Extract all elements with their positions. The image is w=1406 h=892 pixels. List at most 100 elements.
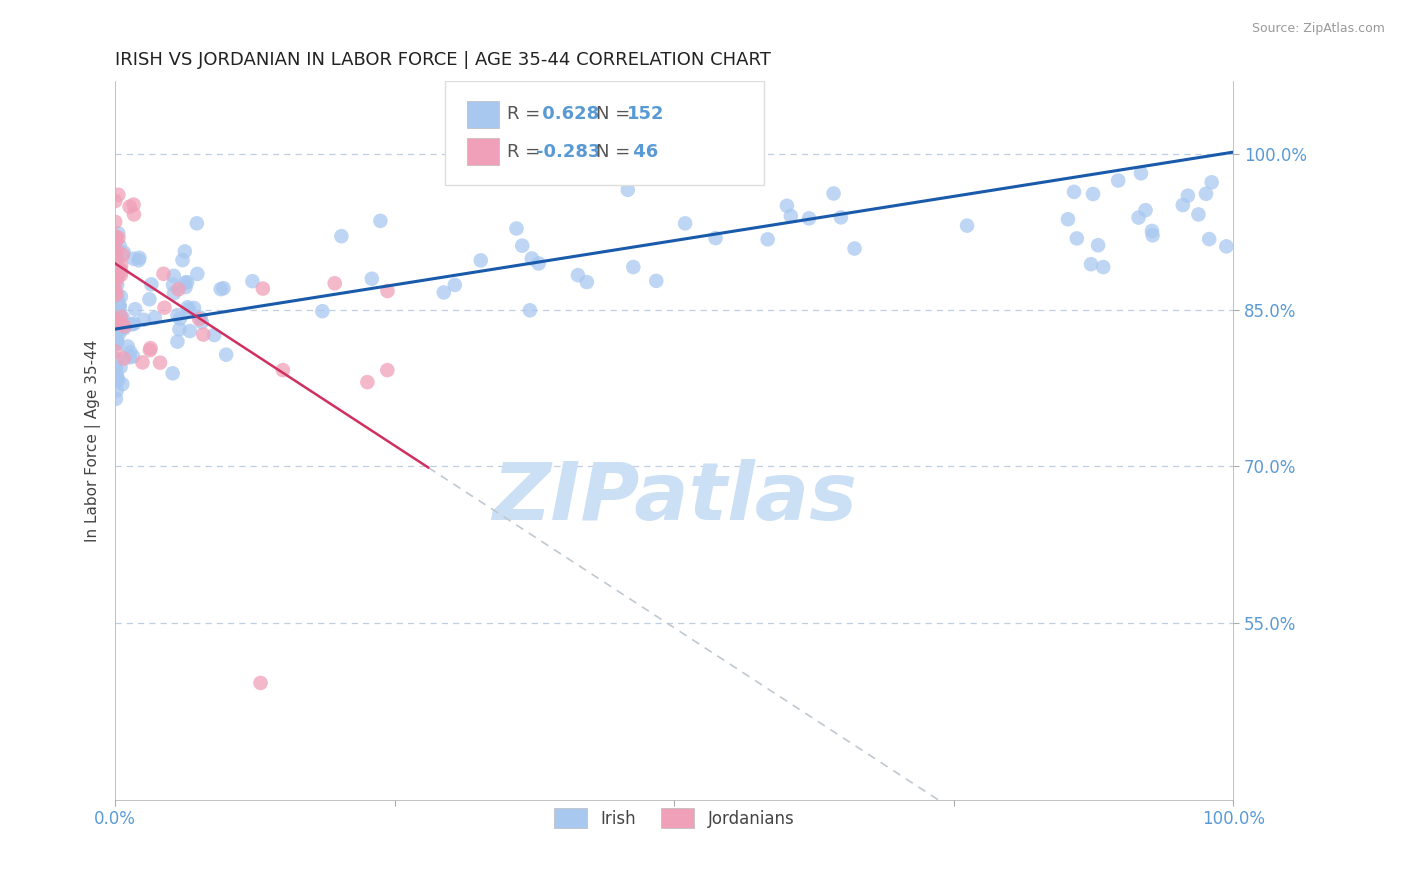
Point: [110, 319, 132, 334]
FancyBboxPatch shape: [467, 101, 499, 128]
Point: [176, 275, 198, 289]
Text: IRISH VS JORDANIAN IN LABOR FORCE | AGE 35-44 CORRELATION CHART: IRISH VS JORDANIAN IN LABOR FORCE | AGE …: [115, 51, 770, 69]
Point: [311, 304, 333, 318]
Point: [104, 364, 127, 378]
Point: [1087, 238, 1109, 252]
Point: [105, 333, 128, 347]
Point: [104, 230, 127, 244]
Point: [1063, 185, 1085, 199]
Point: [1081, 186, 1104, 201]
Y-axis label: In Labor Force | Age 35-44: In Labor Force | Age 35-44: [86, 339, 101, 541]
Point: [443, 277, 465, 292]
Point: [1142, 228, 1164, 243]
Point: [163, 286, 186, 301]
Point: [616, 183, 638, 197]
Point: [104, 290, 127, 304]
Point: [179, 324, 201, 338]
Point: [105, 315, 128, 329]
Point: [107, 298, 129, 312]
Point: [104, 318, 127, 332]
Point: [1177, 188, 1199, 202]
Point: [118, 351, 141, 365]
Point: [104, 304, 127, 318]
Point: [104, 310, 127, 325]
Point: [1187, 207, 1209, 221]
Point: [104, 361, 127, 376]
Point: [112, 245, 135, 260]
Point: [166, 334, 188, 349]
Point: [110, 317, 132, 331]
Point: [120, 345, 142, 359]
Point: [104, 288, 127, 302]
Point: [104, 344, 127, 359]
Point: [122, 197, 145, 211]
Point: [162, 367, 184, 381]
Point: [202, 328, 225, 343]
Point: [797, 211, 820, 226]
Point: [242, 274, 264, 288]
Point: [128, 251, 150, 265]
Point: [122, 207, 145, 221]
Point: [104, 322, 127, 336]
Point: [104, 331, 127, 345]
Point: [105, 255, 128, 269]
Point: [108, 299, 131, 313]
Point: [104, 245, 127, 260]
Point: [433, 285, 456, 300]
Point: [166, 308, 188, 322]
Point: [104, 251, 127, 265]
Point: [104, 248, 127, 262]
Point: [110, 310, 132, 324]
Point: [105, 335, 128, 350]
Point: [191, 315, 214, 329]
Point: [107, 374, 129, 388]
Point: [111, 248, 134, 262]
Point: [104, 312, 127, 326]
Point: [162, 277, 184, 292]
Point: [110, 264, 132, 278]
Point: [104, 309, 127, 323]
Legend: Irish, Jordanians: Irish, Jordanians: [547, 802, 801, 834]
Point: [114, 319, 136, 334]
Point: [104, 194, 127, 208]
Point: [110, 262, 132, 277]
Point: [122, 350, 145, 364]
Point: [1198, 232, 1220, 246]
Point: [108, 327, 131, 342]
Point: [356, 375, 378, 389]
Point: [107, 335, 129, 350]
Point: [139, 341, 162, 355]
Point: [105, 287, 128, 301]
Point: [112, 311, 135, 326]
Point: [1195, 186, 1218, 201]
Point: [330, 229, 353, 244]
Point: [104, 286, 127, 301]
Point: [520, 252, 543, 266]
Point: [107, 227, 129, 241]
Point: [823, 186, 845, 201]
Point: [110, 258, 132, 272]
Point: [323, 277, 346, 291]
Point: [153, 301, 176, 315]
Point: [105, 368, 128, 383]
Point: [124, 317, 146, 331]
Point: [375, 363, 398, 377]
Point: [107, 270, 129, 285]
Point: [104, 326, 127, 340]
Point: [956, 219, 979, 233]
Text: R =: R =: [506, 105, 546, 123]
Point: [177, 302, 200, 317]
Point: [212, 281, 235, 295]
Point: [510, 238, 533, 252]
Point: [105, 277, 128, 292]
Point: [111, 321, 134, 335]
Point: [360, 272, 382, 286]
Point: [704, 231, 727, 245]
Point: [174, 276, 197, 290]
Point: [108, 299, 131, 313]
Point: [104, 392, 127, 406]
Point: [110, 360, 132, 375]
Point: [249, 676, 271, 690]
Point: [176, 300, 198, 314]
Point: [519, 303, 541, 318]
